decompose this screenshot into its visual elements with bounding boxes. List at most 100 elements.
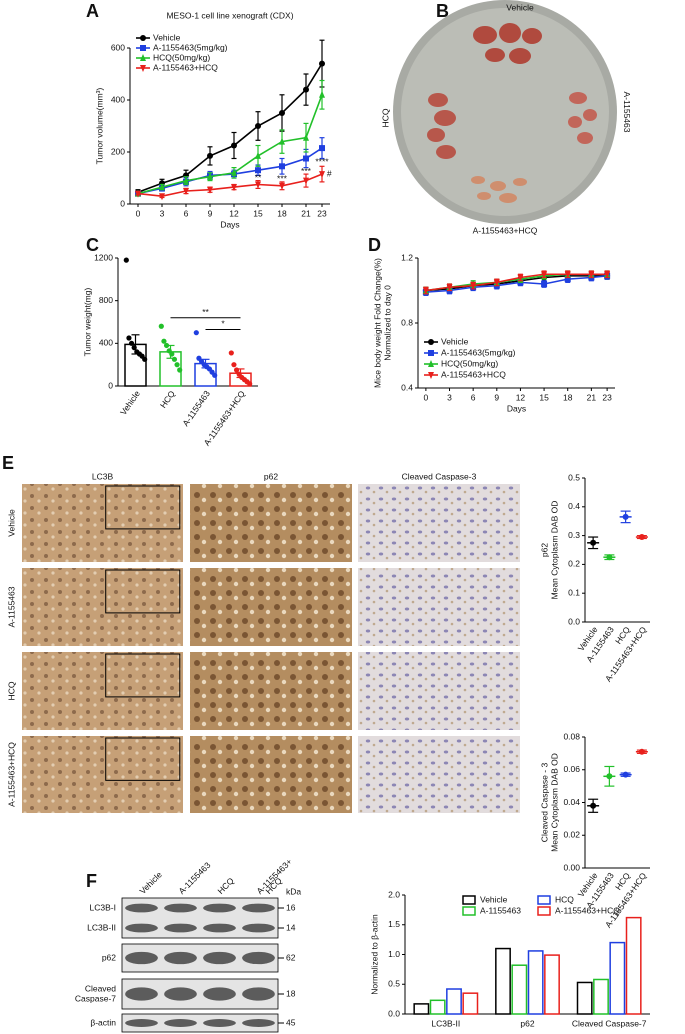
row-label: Vehicle [6,509,16,537]
marker [493,279,500,287]
blot-band [242,951,275,965]
data-point [131,345,137,351]
data-point [193,330,199,336]
data-point [606,773,613,780]
legend-swatch [462,895,476,905]
x-tick-label: 9 [494,392,499,402]
y-tick-label: 0.5 [568,472,580,482]
comparison-label: * [221,319,225,329]
micrograph [190,484,352,562]
x-tick-label: p62 [520,1018,534,1028]
x-axis-label: Days [507,403,526,413]
y-axis-label: Tumor volume(mm³) [94,88,104,165]
x-tick-label: 18 [563,392,573,402]
x-tick-label: 6 [184,208,189,218]
legend-label: A-1155463+HCQ [555,905,620,915]
comparison-label: ** [202,307,209,317]
marker [428,339,434,345]
legend-label: Vehicle [153,32,181,42]
data-point [638,748,645,755]
tumors-hcq [427,93,456,159]
marker [604,271,611,279]
data-point [142,356,148,362]
kda-label: 45 [286,1017,296,1027]
legend-label: A-1155463(5mg/kg) [153,42,228,52]
bar [576,981,593,1015]
x-tick-label: Cleaved Caspase-7 [572,1018,647,1028]
tumor [568,116,582,128]
legend-label: HCQ(50mg/kg) [441,358,498,368]
marker [140,54,146,61]
blot-band [203,987,236,1001]
band-label: Caspase-7 [75,993,116,1003]
data-point [638,534,645,541]
y-tick-label: 600 [111,42,125,52]
micrograph [22,736,183,813]
marker [255,151,261,159]
data-point [590,539,597,546]
marker [207,186,213,194]
y-axis-label: Normalized to β-actin [369,914,379,995]
marker [319,60,325,67]
y-tick-label: 1.0 [388,949,400,959]
y-tick-label: 0.2 [568,559,580,569]
bar [593,978,609,1015]
marker [319,145,325,152]
y-axis-label: Cleaved Caspase - 3 [539,763,549,843]
marker [279,163,285,170]
micrograph [358,736,520,813]
marker [564,276,571,283]
bar [544,954,560,1015]
bar [511,964,528,1015]
tumor [436,145,456,159]
marker [303,155,309,162]
x-tick-label: 3 [160,208,165,218]
marker [470,282,477,290]
legend-label: A-1155463+HCQ [153,62,218,72]
data-point [622,513,629,520]
tumor [427,128,445,142]
bar [413,1003,430,1015]
y-tick-label: 0.3 [568,530,580,540]
y-tick-label: 0.06 [563,764,580,774]
annotation: # [327,168,332,178]
inset-box [105,569,181,614]
data-point [228,350,234,356]
marker [231,142,237,149]
tumor [485,48,505,62]
bar [446,988,462,1015]
lane-label: Vehicle [137,869,164,896]
legend-label: A-1155463(5mg/kg) [441,347,516,357]
y-tick-label: 0.0 [388,1008,400,1018]
blot-band [125,987,158,1001]
y-tick-label: 0.4 [568,501,580,511]
bar [462,992,479,1015]
legend-swatch [462,906,476,916]
x-tick-label: LC3B-II [431,1018,460,1028]
bar [625,916,642,1015]
x-tick-label: 23 [602,392,612,402]
marker [183,188,189,195]
data-point [233,367,240,373]
tumor [490,181,506,191]
tumor [473,26,497,44]
chart-title: MESO-1 cell line xenograft (CDX) [166,10,293,20]
y-tick-label: 1.2 [401,252,413,262]
marker [231,168,237,176]
y-tick-label: 1.5 [388,919,400,929]
x-axis-label: Days [220,219,239,229]
panel-label: A [86,1,99,21]
kda-label: 18 [286,988,296,998]
data-point [123,257,129,263]
blot-band [242,987,275,1001]
annotation: *** [277,174,288,184]
marker [422,287,429,295]
marker [207,172,213,180]
marker [183,176,189,184]
row-label: A-1155463+HCQ [6,742,16,807]
panel-label: F [86,871,97,891]
marker [319,90,325,98]
kda-label: 16 [286,902,296,912]
